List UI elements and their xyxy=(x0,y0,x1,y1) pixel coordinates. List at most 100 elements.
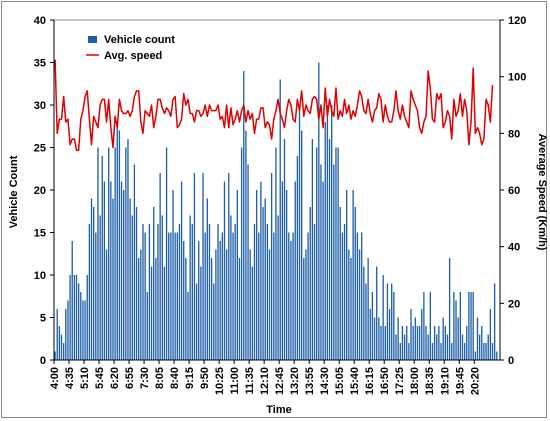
bar xyxy=(93,207,95,360)
x-tick-label: 13:20 xyxy=(289,367,301,395)
bar xyxy=(264,198,266,360)
x-tick-label: 5:10 xyxy=(79,367,91,389)
bar xyxy=(309,207,311,360)
right-axis-ticks: 0 20 40 60 80 100 120 xyxy=(500,15,526,367)
bar xyxy=(131,215,133,360)
bar xyxy=(408,343,410,360)
x-tick-label: 13:55 xyxy=(304,367,316,395)
bar xyxy=(193,173,196,360)
bar xyxy=(468,292,470,360)
bar xyxy=(433,326,436,360)
bar xyxy=(283,139,286,360)
bar xyxy=(459,292,461,360)
bar xyxy=(339,207,341,360)
bar xyxy=(399,343,401,360)
bar xyxy=(157,224,159,360)
bar xyxy=(478,334,481,360)
bar xyxy=(86,275,88,360)
left-tick-label: 35 xyxy=(34,58,46,70)
bar xyxy=(253,224,256,360)
bar xyxy=(455,300,457,360)
bar xyxy=(215,249,217,360)
bar xyxy=(470,292,472,360)
bar xyxy=(195,283,198,360)
bar xyxy=(324,122,326,360)
bar xyxy=(331,105,333,360)
bar xyxy=(365,283,367,360)
bar xyxy=(58,326,61,360)
right-tick-label: 20 xyxy=(508,298,520,310)
bar xyxy=(318,62,320,360)
bar xyxy=(258,232,260,360)
bar xyxy=(493,283,496,360)
legend-swatch-vehicle-count xyxy=(88,36,97,43)
bar xyxy=(236,190,238,360)
legend-label-vehicle-count: Vehicle count xyxy=(104,34,175,46)
bar xyxy=(401,326,404,360)
bar xyxy=(168,232,170,360)
bar xyxy=(95,232,97,360)
bar xyxy=(174,232,176,360)
x-tick-label: 16:15 xyxy=(364,367,376,395)
bar xyxy=(60,334,63,360)
bar xyxy=(416,326,419,360)
bar xyxy=(213,283,215,360)
bar xyxy=(155,258,157,360)
left-tick-label: 10 xyxy=(34,270,46,282)
bar xyxy=(108,147,110,360)
bar xyxy=(373,317,376,360)
bar xyxy=(75,275,78,360)
bar xyxy=(110,181,112,360)
bar xyxy=(161,215,163,360)
bar xyxy=(62,343,65,360)
x-tick-label: 11:35 xyxy=(244,367,256,395)
bar xyxy=(54,351,56,360)
bar xyxy=(234,224,236,360)
bar xyxy=(247,164,249,360)
x-tick-label: 16:50 xyxy=(379,367,391,395)
bar xyxy=(431,343,434,360)
bar xyxy=(305,249,307,360)
bar xyxy=(270,173,273,360)
bar xyxy=(358,249,361,360)
bar xyxy=(382,275,384,360)
bar xyxy=(172,190,174,360)
bar xyxy=(189,215,191,360)
bar xyxy=(97,147,99,360)
bar xyxy=(311,139,314,360)
bar xyxy=(453,292,455,360)
bar xyxy=(277,215,279,360)
bar xyxy=(73,275,76,360)
bar xyxy=(105,249,108,360)
bar xyxy=(436,334,438,360)
x-tick-label: 19:45 xyxy=(454,367,466,395)
bar xyxy=(418,326,421,360)
bar xyxy=(71,241,73,360)
bar xyxy=(90,198,93,360)
bar xyxy=(380,326,382,360)
bar xyxy=(303,258,305,360)
bar xyxy=(116,122,118,360)
bar xyxy=(444,326,446,360)
x-tick-label: 4:35 xyxy=(64,367,76,389)
bar xyxy=(232,232,234,360)
bar xyxy=(376,266,378,360)
bar xyxy=(350,258,352,360)
bar xyxy=(118,130,121,360)
left-tick-label: 5 xyxy=(40,313,46,325)
bar xyxy=(474,351,477,360)
bar xyxy=(481,326,483,360)
bar xyxy=(225,249,228,360)
x-tick-label: 5:45 xyxy=(94,367,106,389)
bar xyxy=(142,224,144,360)
bar xyxy=(440,343,442,360)
bar xyxy=(204,232,206,360)
bar xyxy=(123,190,125,360)
left-tick-label: 0 xyxy=(40,355,46,367)
x-tick-label: 9:15 xyxy=(184,367,196,389)
left-tick-label: 15 xyxy=(34,228,46,240)
x-tick-label: 15:05 xyxy=(334,367,346,395)
bar xyxy=(112,198,114,360)
x-tick-label: 12:10 xyxy=(259,367,271,395)
